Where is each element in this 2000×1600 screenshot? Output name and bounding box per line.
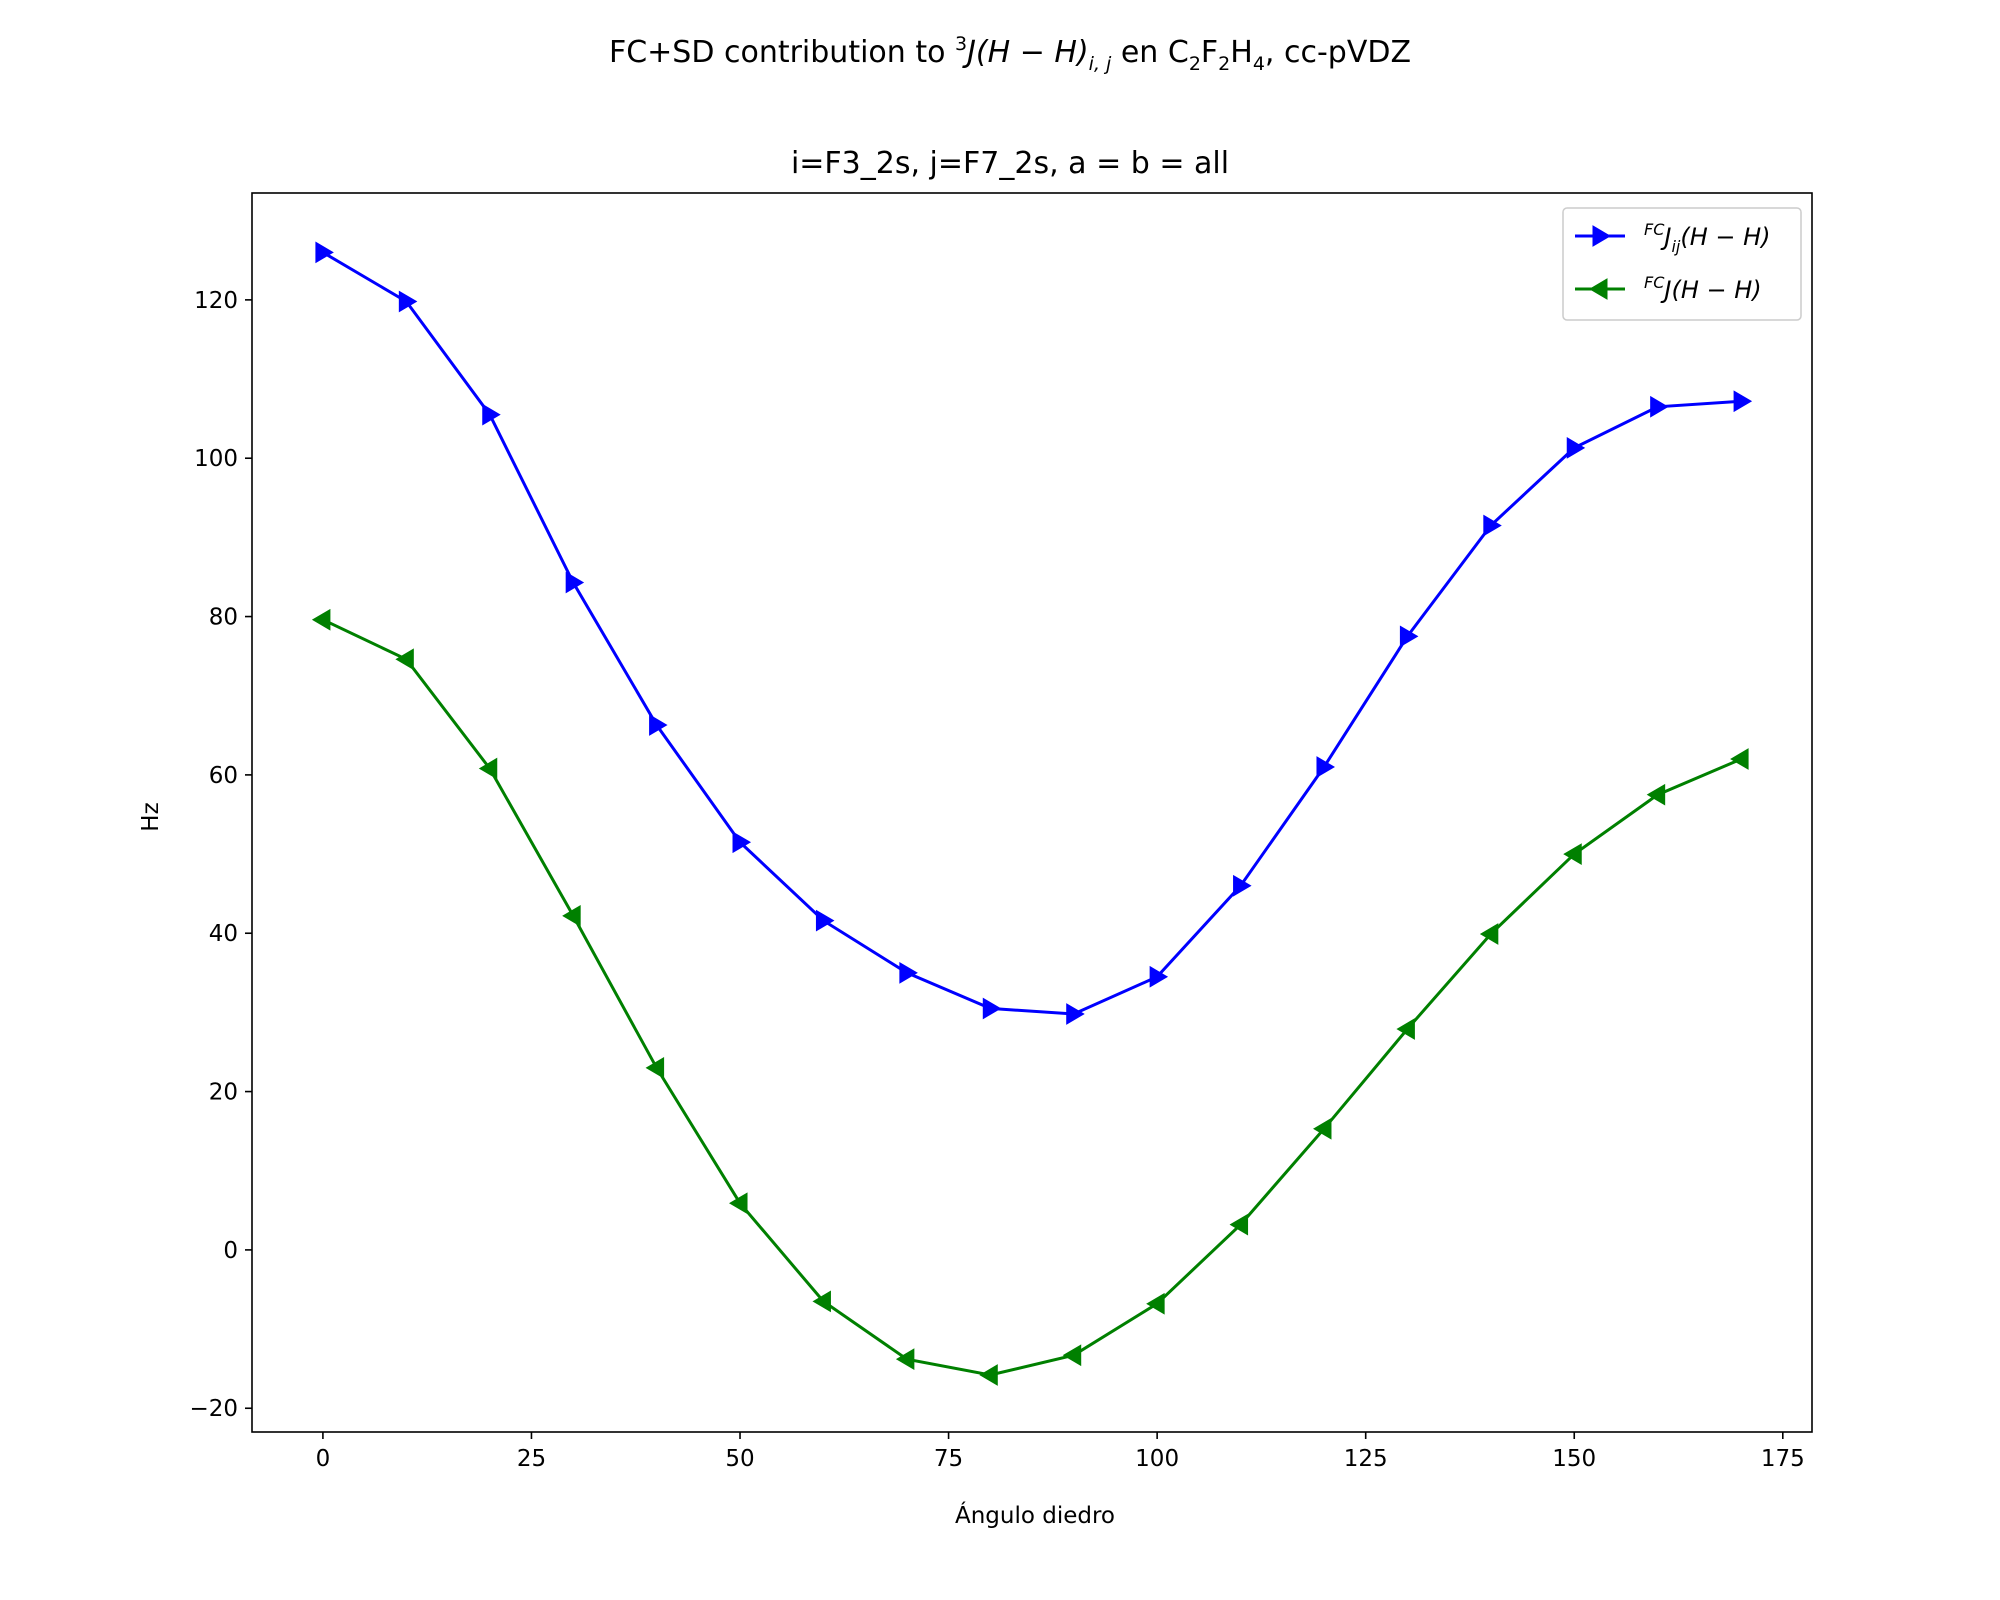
data-point — [1646, 783, 1666, 806]
data-point — [1229, 1213, 1249, 1236]
data-point — [1563, 843, 1582, 865]
y-tick-label: 40 — [209, 921, 238, 947]
legend-entry-1: FCJij(H − H) — [1644, 220, 1771, 256]
data-point — [1396, 1018, 1415, 1040]
title-sup: 3 — [955, 33, 967, 55]
title-sub-1: 2 — [1189, 53, 1201, 75]
data-point — [1650, 395, 1669, 418]
y-tick-label: 60 — [209, 763, 238, 789]
data-point — [482, 403, 501, 426]
title-pre: FC+SD contribution to — [609, 35, 955, 70]
chart-title: FC+SD contribution to 3J(H − H)i, j en C… — [609, 33, 1411, 75]
series-line — [322, 618, 1742, 1377]
x-tick-label: 150 — [1552, 1446, 1596, 1472]
data-point — [1062, 1344, 1082, 1367]
chart-subtitle: i=F3_2s, j=F7_2s, a = b = all — [791, 146, 1229, 181]
data-point — [1479, 923, 1499, 945]
data-point — [1146, 1292, 1165, 1315]
title-post: en C — [1111, 35, 1189, 70]
data-point — [645, 1056, 665, 1079]
axes: 0 25 50 75 100 125 150 175 −20 0 20 40 60 80 100 120 — [189, 192, 1813, 1472]
data-point — [729, 1192, 748, 1215]
y-tick-label: 80 — [209, 605, 238, 631]
x-tick-label: 50 — [725, 1446, 754, 1472]
data-point — [395, 648, 414, 671]
title-math: J(H − H) — [962, 35, 1089, 70]
title-sub: i, j — [1089, 53, 1112, 75]
legend: FCJij(H − H) FCJ(H − H) — [1562, 207, 1802, 321]
y-axis-label: Hz — [138, 802, 164, 831]
data-point — [562, 904, 581, 927]
data-point — [982, 997, 1002, 1020]
y-tick-label: 20 — [209, 1080, 238, 1106]
x-tick-label: 125 — [1344, 1446, 1388, 1472]
data-point — [311, 608, 331, 631]
x-tick-label: 25 — [517, 1446, 546, 1472]
x-tick-label: 75 — [934, 1446, 963, 1472]
y-tick-label: 0 — [223, 1238, 238, 1264]
data-point — [1233, 874, 1252, 897]
x-tick-label: 175 — [1761, 1446, 1805, 1472]
title-f: F — [1201, 35, 1218, 70]
data-point — [398, 290, 418, 313]
data-point — [732, 831, 752, 854]
data-point — [1733, 390, 1753, 413]
y-tick-label: 100 — [194, 446, 238, 472]
data-point — [1483, 514, 1502, 537]
data-point — [812, 1290, 831, 1313]
series-line — [322, 251, 1742, 1016]
data-point — [1066, 1003, 1085, 1025]
x-tick-label: 0 — [316, 1446, 331, 1472]
y-tick-label: −20 — [189, 1396, 238, 1422]
data-point — [1399, 625, 1419, 648]
plot-frame — [251, 192, 1813, 1433]
data-point — [315, 241, 334, 264]
data-point — [1312, 1117, 1332, 1140]
plot-area — [311, 241, 1753, 1386]
data-point — [1149, 965, 1169, 988]
data-point — [1316, 756, 1335, 778]
legend-marker — [1592, 225, 1611, 247]
title-h: H — [1230, 35, 1253, 70]
title-tail: , cc-pVDZ — [1265, 35, 1411, 70]
legend-marker — [1589, 278, 1608, 300]
data-point — [1566, 437, 1586, 459]
data-point — [649, 714, 668, 736]
x-tick-label: 100 — [1135, 1446, 1179, 1472]
data-point — [895, 1348, 915, 1371]
title-sub-2: 2 — [1218, 53, 1230, 75]
title-sub-3: 4 — [1253, 53, 1265, 75]
data-point — [478, 757, 498, 780]
x-axis-label: Ángulo diedro — [955, 1501, 1115, 1529]
legend-entry-2: FCJ(H − H) — [1644, 273, 1762, 304]
y-tick-label: 120 — [194, 288, 238, 314]
data-point — [979, 1364, 998, 1386]
data-point — [815, 909, 835, 932]
series-2 — [311, 608, 1749, 1386]
data-point — [1730, 748, 1749, 770]
series-1 — [315, 241, 1753, 1025]
data-point — [899, 961, 918, 984]
data-point — [565, 571, 585, 594]
